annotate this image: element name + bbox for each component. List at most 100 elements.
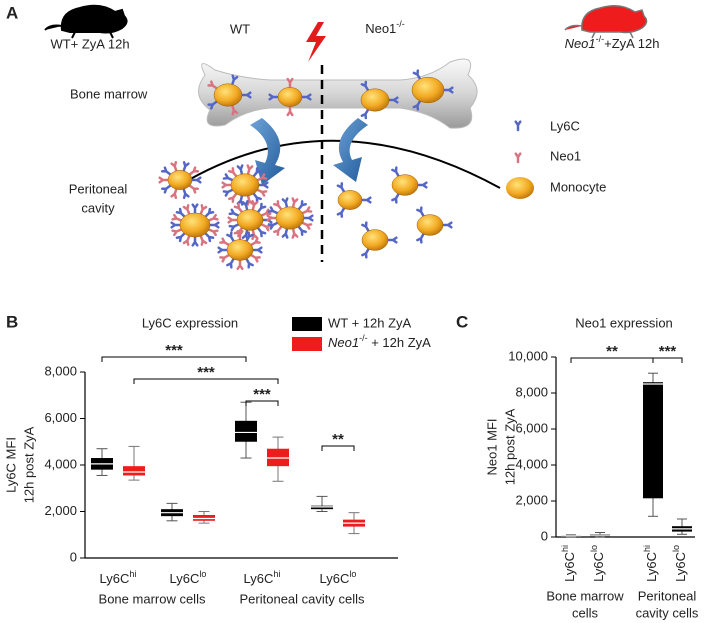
receptor [199,234,208,246]
receptor [514,120,522,132]
panel-label: C [456,312,468,331]
receptor [416,206,425,218]
significance-bracket [245,400,279,406]
monocyte [213,83,243,107]
receptor [391,166,400,178]
receptor [231,74,239,86]
receptor [291,227,299,239]
receptor [260,223,272,232]
receptor [245,257,254,269]
monocyte [416,214,444,236]
y-tick-label: 10,000 [508,348,548,363]
receptor [228,223,240,232]
x-tick-label: Ly6Chi [560,545,577,582]
group-label: Bone marrow [546,588,624,603]
receptor [252,167,262,178]
lightning [306,22,326,62]
significance-bracket [133,378,279,384]
monocyte [411,76,445,104]
receptor [160,166,172,176]
monocyte [361,229,389,251]
receptor [182,234,191,246]
receptor [222,173,234,182]
receptor [256,188,268,197]
receptor [286,77,294,89]
y-tick-label: 2,000 [44,503,77,518]
receptor [171,213,183,222]
receptor [158,176,170,184]
receptor [217,246,229,254]
receptor [336,207,346,218]
receptor [240,91,252,99]
box [235,420,257,442]
receptor [416,232,425,244]
significance-label: ** [606,343,618,360]
receptor [297,200,307,211]
significance-label: *** [197,364,215,381]
panel-label: B [6,312,18,331]
group-label: cells [572,605,599,620]
receptor [281,227,289,239]
text-segment: Ly6C [100,571,130,586]
receptor [245,231,254,243]
text-segment: Neo1 [328,335,359,350]
legend-swatch [292,317,322,331]
x-tick-label: Ly6Chi [244,569,281,586]
text-segment: lo [671,545,681,552]
x-tick-label: Ly6Clo [320,569,357,586]
receptor [226,231,235,243]
text-segment: -/- [596,34,605,44]
receptor [228,192,238,203]
receptor [204,232,215,243]
monocyte [277,87,303,107]
receptor [250,237,261,247]
migration-arrow [333,118,368,182]
receptor [416,181,428,189]
diagram-art [44,4,648,262]
receptor [412,99,422,111]
y-tick-label: 0 [541,528,548,543]
text-segment: Ly6C [244,571,274,586]
receptor [191,203,199,215]
monocyte [360,88,390,112]
significance-bracket [652,357,683,363]
receptor [386,236,398,244]
receptor [188,166,200,176]
text-segment: + 12h ZyA [368,335,432,350]
receptor [228,167,238,178]
monocyte [236,209,264,231]
receptor [227,216,239,224]
y-axis-label: 12h post ZyA [502,408,517,485]
text-segment: Neo1 [565,36,596,51]
receptor [297,225,307,236]
text-segment: Ly6C [320,571,350,586]
receptor [233,202,244,214]
text-segment: lo [349,569,356,579]
panel-label: A [6,3,18,22]
receptor [267,206,279,215]
receptor [236,230,244,241]
receptor [361,221,370,233]
receptor [301,221,313,230]
receptor [360,108,370,120]
ko-mouse [564,5,648,39]
receptor [170,221,182,229]
text-segment: hi [642,545,652,552]
y-tick-label: 4,000 [44,456,77,471]
receptor [236,259,244,270]
receptor [190,176,202,184]
legend-label: Neo1-/- + 12h ZyA [328,333,431,350]
significance-bracket [321,445,355,451]
monocyte [337,190,363,210]
monocyte [167,170,193,190]
y-tick-label: 4,000 [515,456,548,471]
group-label: cavity cells [636,605,699,620]
receptor [191,235,199,247]
text-segment: -/- [396,19,405,29]
receptor [241,228,249,240]
receptor [228,208,240,217]
y-axis-label: Neo1 MFI [484,418,499,475]
receptor [182,161,190,173]
text-segment: Ly6C [644,552,659,582]
